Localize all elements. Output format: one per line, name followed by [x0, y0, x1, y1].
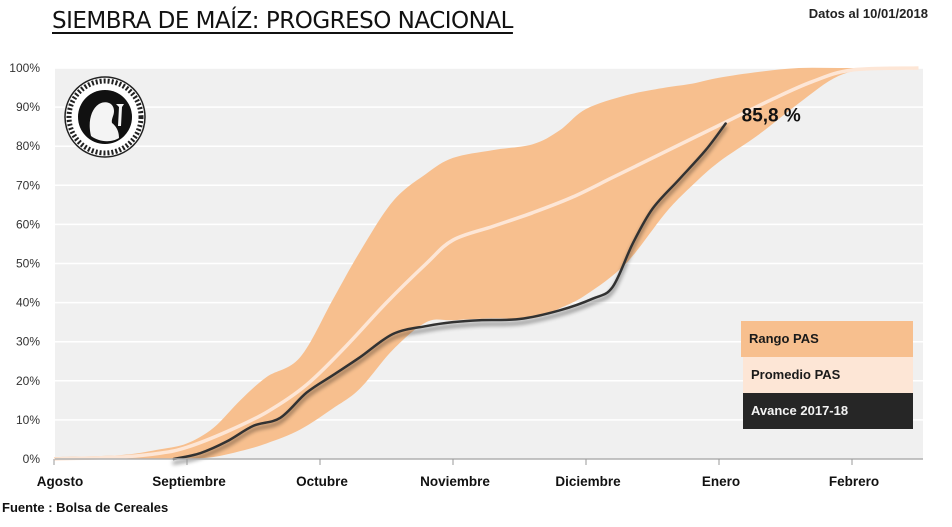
legend-item-range: Rango PAS — [741, 321, 913, 357]
y-tick-label: 60% — [16, 217, 40, 231]
source-note: Fuente : Bolsa de Cereales — [2, 500, 169, 515]
current-value-annotation: 85,8 % — [742, 106, 801, 127]
y-tick-label: 0% — [23, 452, 41, 466]
x-tick-label: Diciembre — [555, 474, 621, 489]
y-tick-label: 50% — [16, 257, 40, 271]
y-tick-label: 90% — [16, 100, 40, 114]
x-tick-label: Septiembre — [152, 474, 226, 489]
x-axis-labels: Agosto Septiembre Octubre Noviembre Diciembr… — [37, 474, 879, 489]
y-tick-label: 10% — [16, 413, 40, 427]
y-tick-label: 30% — [16, 335, 40, 349]
y-tick-label: 100% — [9, 61, 40, 75]
x-tick-label: Agosto — [37, 474, 84, 489]
y-tick-label: 20% — [16, 374, 40, 388]
chart-legend: Rango PAS Promedio PAS Avance 2017-18 — [741, 321, 913, 429]
legend-item-average: Promedio PAS — [743, 357, 913, 393]
data-date-label: Datos al 10/01/2018 — [808, 6, 928, 21]
x-axis-ticks — [53, 459, 853, 465]
y-tick-label: 80% — [16, 139, 40, 153]
x-tick-label: Febrero — [829, 474, 879, 489]
range-band — [54, 67, 919, 460]
legend-item-current: Avance 2017-18 — [743, 393, 913, 429]
x-tick-label: Noviembre — [420, 474, 490, 489]
y-tick-label: 70% — [16, 178, 40, 192]
chart-title: SIEMBRA DE MAÍZ: PROGRESO NACIONAL — [52, 8, 513, 34]
average-line — [53, 66, 919, 461]
y-axis-labels: 0% 10% 20% 30% 40% 50% 60% 70% 80% 90% 100% — [9, 61, 40, 466]
x-tick-label: Octubre — [296, 474, 348, 489]
y-tick-label: 40% — [16, 296, 40, 310]
current-season-line — [172, 122, 727, 461]
bolsa-de-cereales-seal-icon — [64, 76, 146, 158]
x-tick-label: Enero — [702, 474, 740, 489]
